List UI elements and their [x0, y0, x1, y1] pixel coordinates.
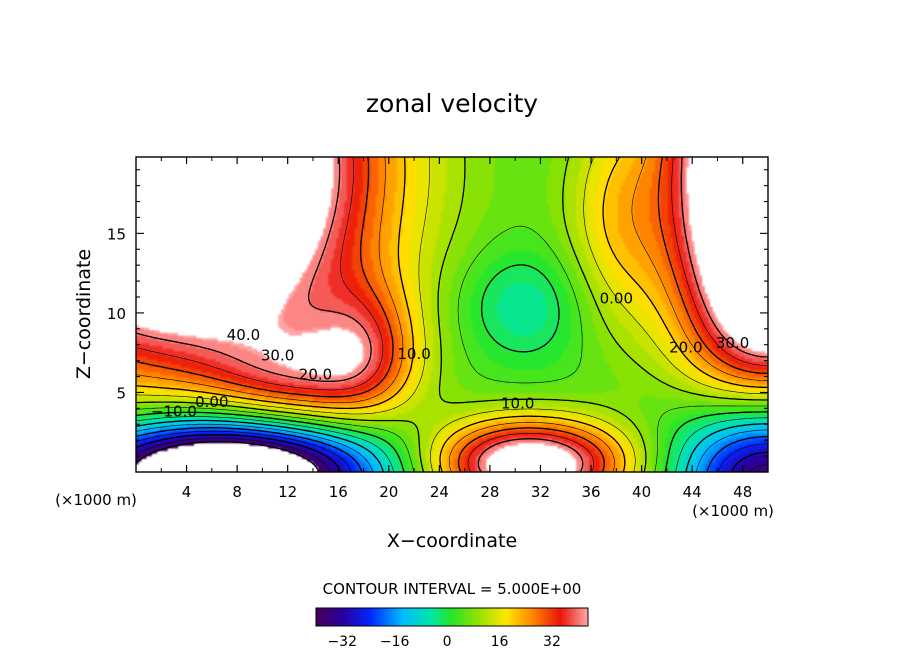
- contour-line: [136, 427, 768, 472]
- x-tick-label: 24: [430, 483, 449, 501]
- contour-line: [136, 441, 320, 472]
- colorbar-frame: [315, 607, 589, 627]
- axis-ticks: [136, 157, 768, 472]
- x-tick-label: 28: [480, 483, 499, 501]
- contour-label: 30.0: [716, 334, 749, 352]
- velocity-field: [136, 157, 768, 472]
- contour-label: −10.0: [151, 402, 197, 420]
- contour-line: [136, 423, 768, 472]
- contour-line: [136, 157, 768, 472]
- x-tick-label: 16: [329, 483, 348, 501]
- contour-line: [136, 430, 768, 472]
- x-tick-label: 12: [278, 483, 297, 501]
- x-tick-label: 8: [232, 483, 242, 501]
- colorbar-tick-label: 16: [491, 634, 509, 650]
- x-tick-labels: 4 8 12 16 20 24 28 32 36 40 44 48: [182, 483, 752, 501]
- contour-line: [136, 264, 768, 472]
- contour-line: [136, 416, 768, 472]
- contour-label: 10.0: [397, 345, 430, 363]
- contour-label: 0.00: [600, 289, 633, 307]
- contour-label: 20.0: [669, 339, 702, 357]
- colorbar-tick-label: 0: [443, 634, 452, 650]
- colorbar-gradient: [316, 608, 588, 626]
- colorbar-tick-label: 32: [543, 634, 561, 650]
- contour-line: [136, 434, 768, 472]
- contour-line: [136, 157, 768, 472]
- contour-line: [136, 437, 768, 472]
- x-tick-label: 44: [683, 483, 702, 501]
- colorbar-tick-label: −16: [380, 634, 410, 650]
- contour-interval-text: CONTOUR INTERVAL = 5.000E+00: [323, 580, 582, 598]
- y-axis-label: Z−coordinate: [73, 249, 95, 379]
- contour-label: 0.00: [195, 393, 228, 411]
- y-tick-labels: 5 10 15: [107, 225, 126, 402]
- x-axis-label: X−coordinate: [387, 530, 517, 552]
- y-tick-label: 15: [107, 225, 126, 243]
- contour-line: [136, 157, 768, 472]
- x-tick-label: 48: [733, 483, 752, 501]
- y-tick-label: 5: [116, 384, 126, 402]
- x-tick-label: 36: [581, 483, 600, 501]
- contour-label: 10.0: [501, 394, 534, 412]
- contour-line: [136, 157, 768, 472]
- chart-title: zonal velocity: [366, 89, 538, 118]
- contour-lines: [136, 157, 768, 472]
- x-tick-label: 4: [182, 483, 192, 501]
- y-tick-label: 10: [107, 305, 126, 323]
- contour-label: 30.0: [261, 347, 294, 365]
- contour-label: 40.0: [227, 326, 260, 344]
- colorbar-tick-label: −32: [327, 634, 357, 650]
- colorbar: −32 −16 0 16 32: [315, 607, 589, 650]
- contour-line: [136, 225, 768, 472]
- x-unit-right: (×1000 m): [692, 502, 774, 520]
- colorbar-tick-labels: −32 −16 0 16 32: [327, 634, 560, 650]
- contour-line: [136, 157, 768, 472]
- contour-label: 20.0: [299, 366, 332, 384]
- x-unit-left: (×1000 m): [55, 491, 137, 509]
- plot-frame: [135, 156, 769, 473]
- x-tick-label: 32: [531, 483, 550, 501]
- contour-line: [136, 157, 768, 472]
- x-tick-label: 20: [379, 483, 398, 501]
- x-tick-label: 40: [632, 483, 651, 501]
